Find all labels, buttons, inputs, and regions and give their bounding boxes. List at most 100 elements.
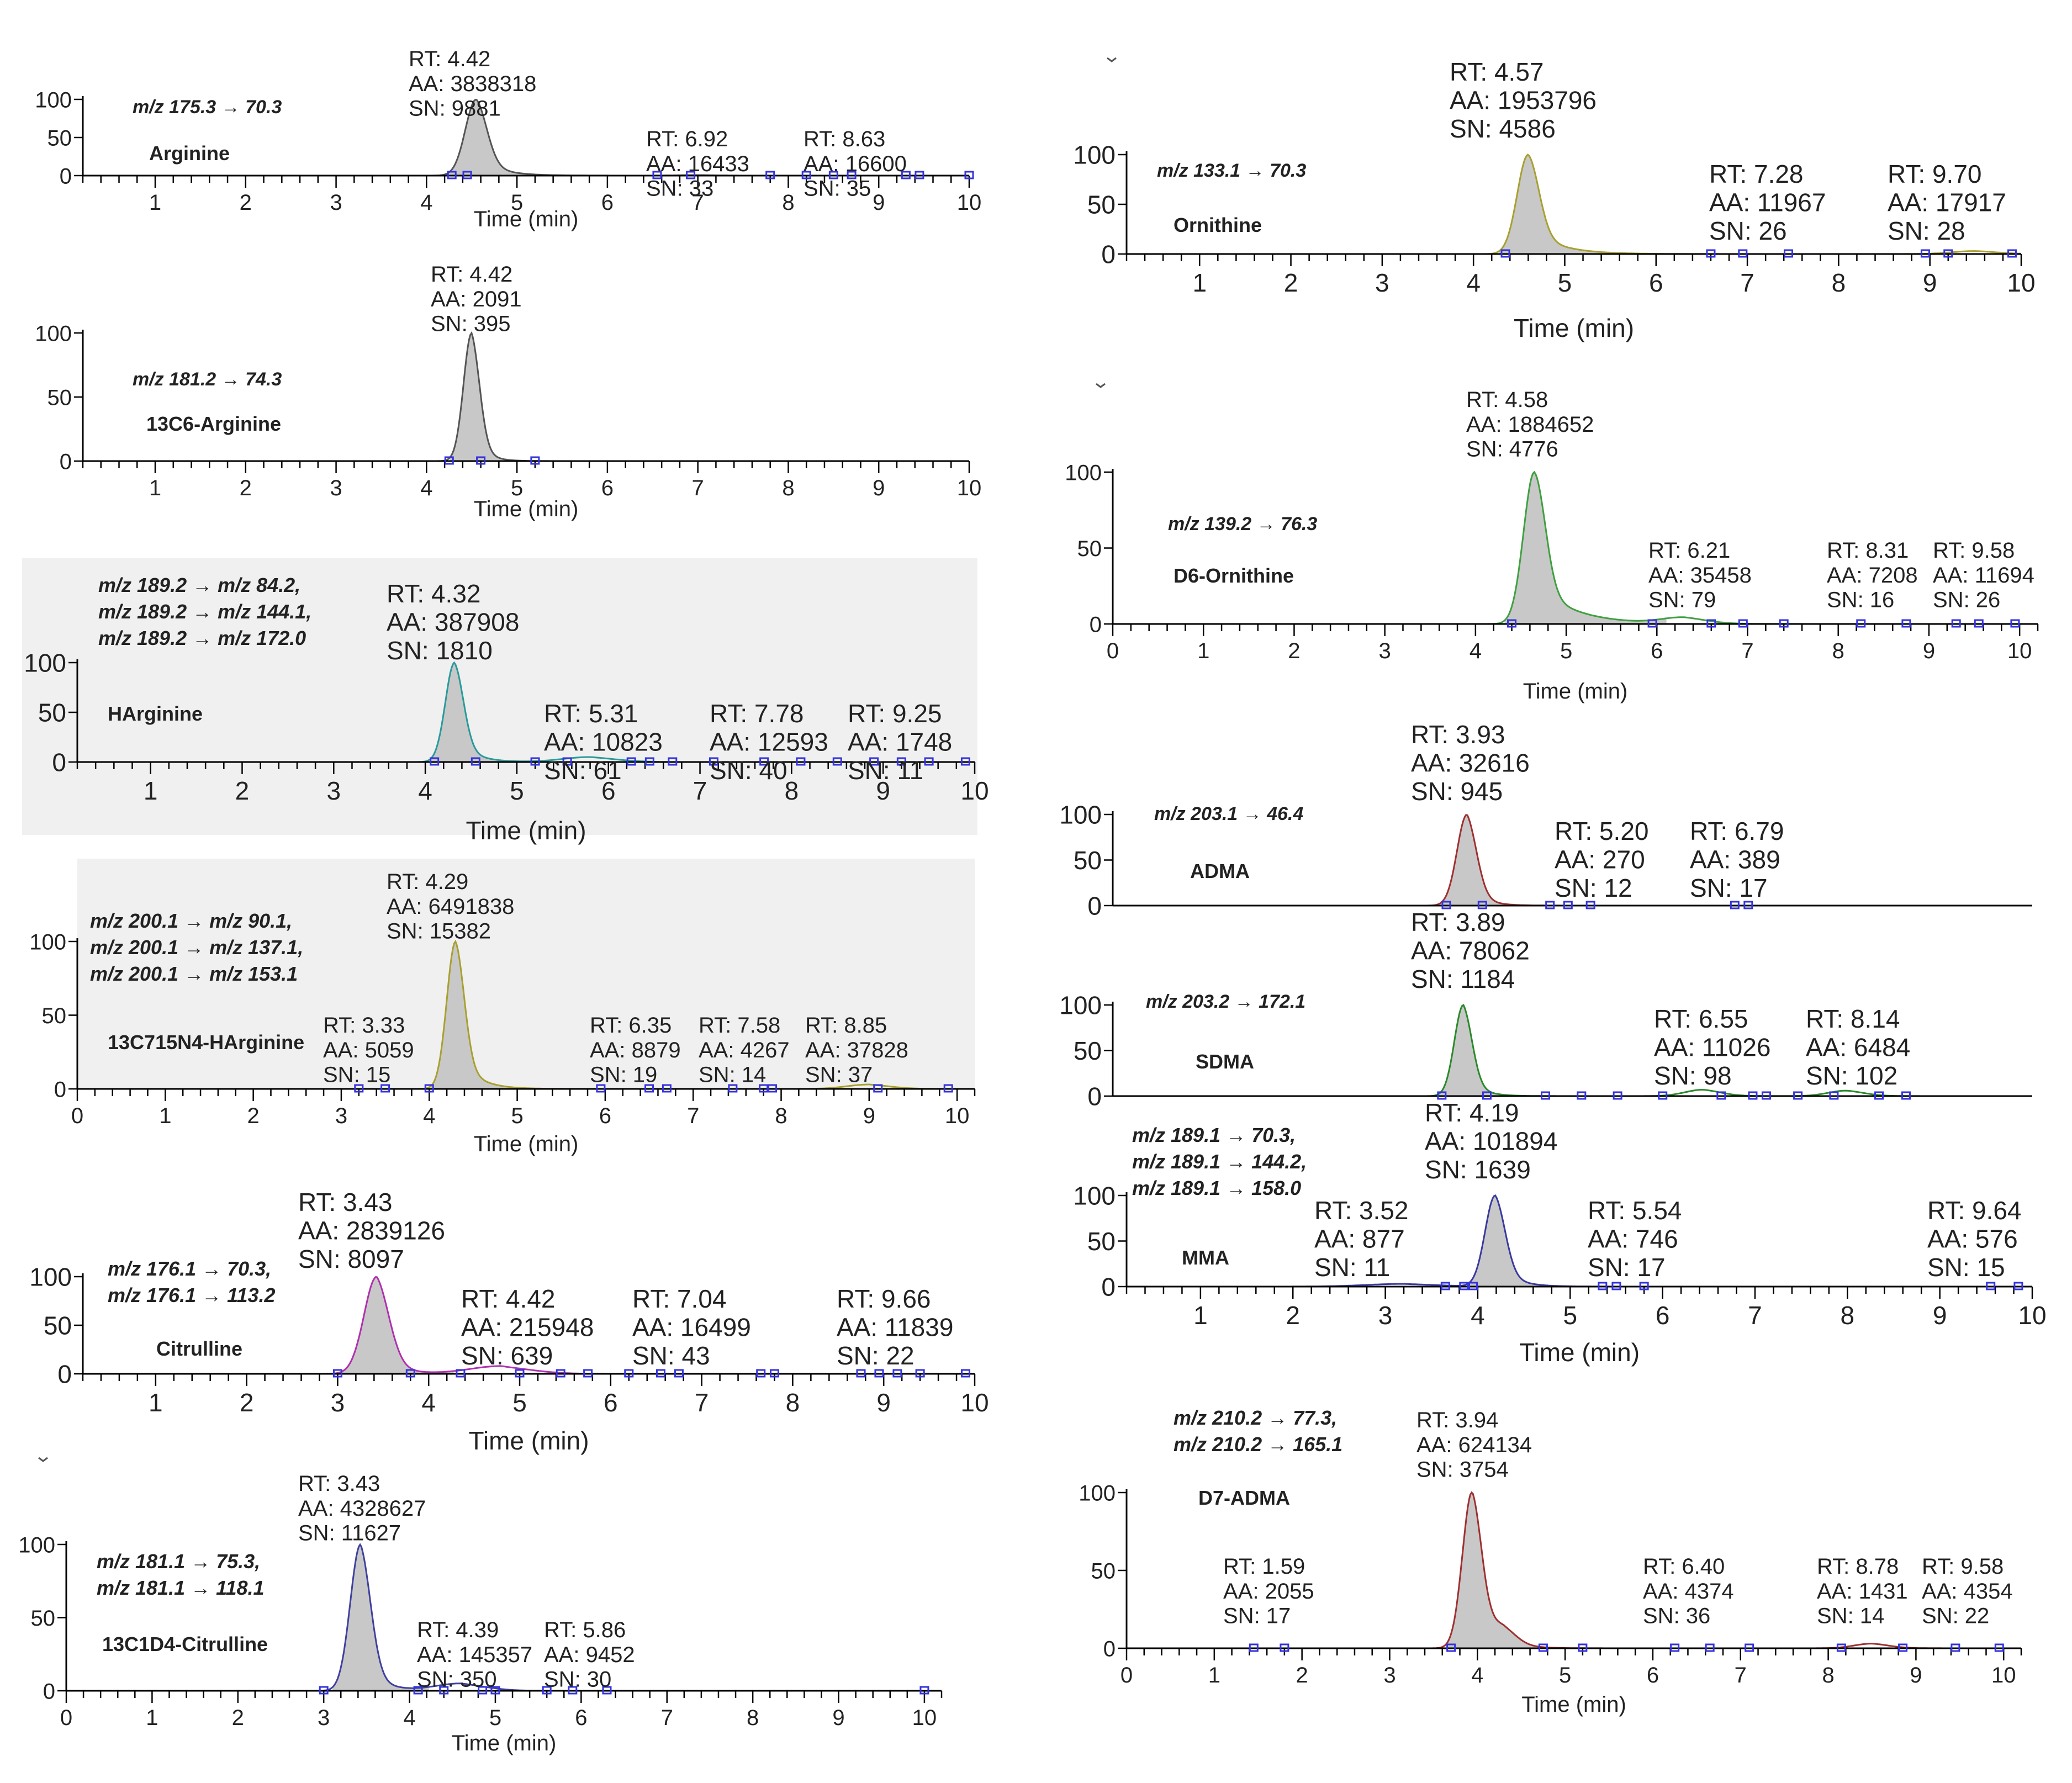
peak-annotation-sn: SN: 11627: [298, 1521, 401, 1546]
x-tick-label: 8: [786, 1388, 800, 1417]
peak-annotation-sn: SN: 28: [1888, 216, 1965, 245]
peak-annotation-sn: SN: 17: [1690, 874, 1768, 902]
integration-marker: [1468, 1282, 1478, 1290]
peak-annotation-aa: AA: 4374: [1643, 1579, 1734, 1604]
integration-marker: [644, 1084, 654, 1093]
integration-marker: [1779, 619, 1789, 628]
peak-annotation-aa: AA: 4328627: [298, 1496, 426, 1521]
integration-marker: [915, 1369, 925, 1378]
integration-marker: [1974, 619, 1984, 628]
x-axis-title: Time (min): [466, 816, 586, 845]
integration-marker: [1500, 249, 1510, 258]
peak-area-fill: [450, 333, 522, 461]
peak-area-fill: [341, 1277, 454, 1374]
peak-annotation-aa: AA: 32616: [1411, 749, 1530, 777]
y-tick-label: 50: [1074, 1036, 1102, 1065]
integration-marker: [354, 1084, 364, 1093]
peak-area-fill: [1505, 472, 1667, 624]
x-tick-label: 8: [1841, 1301, 1855, 1330]
x-tick-label: 7: [661, 1706, 673, 1730]
compound-label: Arginine: [149, 142, 230, 165]
transition-label: m/z 176.1 → 113.2: [108, 1284, 276, 1306]
peak-annotation-rt: RT: 5.54: [1588, 1196, 1682, 1225]
peak-annotation-aa: AA: 35458: [1648, 563, 1752, 588]
transition-label: m/z 181.1 → 75.3,: [97, 1550, 260, 1573]
peak-annotation-aa: AA: 16433: [646, 152, 749, 176]
x-tick-label: 6: [604, 1388, 618, 1417]
peak-annotation-sn: SN: 16: [1827, 588, 1894, 612]
integration-marker: [542, 1686, 552, 1695]
x-tick-label: 7: [1735, 1663, 1747, 1687]
peak-annotation-sn: SN: 395: [431, 312, 511, 336]
y-tick-label: 0: [60, 164, 72, 188]
x-tick-label: 9: [1923, 268, 1937, 297]
x-tick-label: 10: [2007, 639, 2032, 663]
x-tick-label: 8: [782, 476, 794, 500]
x-tick-label: 9: [873, 191, 885, 215]
integration-marker: [1647, 619, 1657, 628]
integration-marker: [652, 171, 662, 179]
integration-marker: [1761, 1091, 1771, 1100]
integration-marker: [1249, 1643, 1259, 1652]
chromatogram-trace: [83, 331, 969, 462]
transition-label: m/z 176.1 → 70.3,: [108, 1257, 271, 1280]
peak-annotation-rt: RT: 6.79: [1690, 817, 1784, 845]
integration-marker: [943, 1084, 953, 1093]
peak-annotation-sn: SN: 14: [1817, 1604, 1884, 1628]
integration-marker: [1738, 619, 1748, 628]
panel-background: [77, 859, 975, 1089]
transition-label: m/z 203.1 → 46.4: [1154, 803, 1303, 824]
y-tick-label: 50: [38, 699, 66, 727]
x-tick-label: 6: [599, 1104, 611, 1128]
peak-annotation-aa: AA: 11839: [837, 1313, 953, 1342]
transition-label: m/z 200.1 → m/z 153.1: [90, 962, 298, 985]
y-tick-label: 0: [1101, 240, 1116, 269]
x-tick-label: 0: [1120, 1663, 1133, 1687]
x-tick-label: 3: [326, 776, 341, 805]
integration-marker: [709, 757, 718, 766]
peak-annotation-aa: AA: 11694: [1933, 563, 2034, 588]
integration-marker: [1441, 901, 1451, 909]
x-tick-label: 5: [1559, 1663, 1571, 1687]
x-tick-label: 3: [335, 1104, 347, 1128]
x-tick-label: 1: [149, 476, 161, 500]
x-tick-label: 10: [912, 1706, 937, 1730]
x-tick-label: 1: [1197, 639, 1209, 663]
transition-label: m/z 200.1 → m/z 90.1,: [90, 909, 292, 932]
peak-annotation-sn: SN: 30: [544, 1668, 611, 1692]
peak-annotation-sn: SN: 102: [1806, 1061, 1897, 1090]
integration-marker: [1901, 619, 1911, 628]
peak-annotation-rt: RT: 6.40: [1643, 1554, 1725, 1579]
x-tick-label: 5: [1558, 268, 1572, 297]
x-tick-label: 3: [1375, 268, 1389, 297]
compound-label: 13C6-Arginine: [146, 412, 281, 435]
peak-annotation-aa: AA: 1431: [1817, 1579, 1908, 1604]
peak-annotation-rt: RT: 8.85: [805, 1013, 887, 1038]
peak-area-fill: [1446, 1493, 1546, 1648]
y-tick-label: 100: [1079, 1481, 1116, 1505]
x-tick-label: 7: [695, 1388, 709, 1417]
x-tick-label: 8: [775, 1104, 787, 1128]
peak-annotation-aa: AA: 11026: [1654, 1033, 1770, 1062]
y-tick-label: 0: [52, 748, 66, 777]
x-tick-label: 10: [2007, 268, 2035, 297]
transition-label: m/z 181.1 → 118.1: [97, 1576, 265, 1599]
integration-marker: [960, 757, 970, 766]
transition-label: m/z 139.2 → 76.3: [1168, 514, 1317, 535]
peak-annotation-sn: SN: 350: [417, 1668, 497, 1692]
integration-marker: [674, 1369, 684, 1378]
y-tick-label: 100: [29, 1263, 72, 1292]
x-tick-label: 5: [1563, 1301, 1577, 1330]
y-tick-label: 100: [35, 321, 72, 346]
peak-annotation-rt: RT: 3.52: [1314, 1196, 1408, 1225]
peak-annotation-sn: SN: 43: [632, 1341, 710, 1370]
integration-marker: [462, 171, 472, 179]
peak-annotation-sn: SN: 26: [1933, 588, 2000, 612]
x-tick-label: 1: [149, 191, 161, 215]
x-tick-label: 4: [420, 191, 432, 215]
x-axis-title: Time (min): [468, 1426, 589, 1455]
peak-annotation-sn: SN: 17: [1588, 1253, 1666, 1282]
x-tick-label: 4: [403, 1706, 415, 1730]
